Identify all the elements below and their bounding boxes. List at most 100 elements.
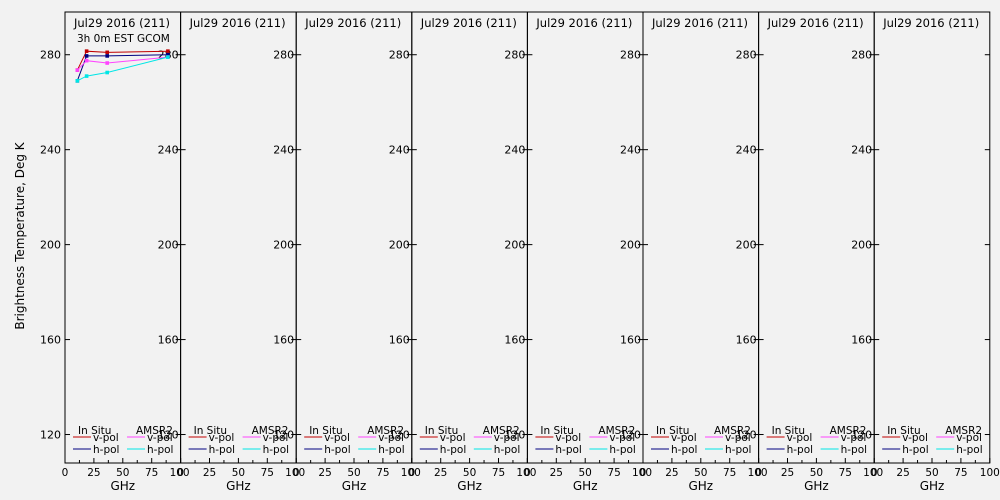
y-tick-label: 280	[504, 49, 525, 62]
data-point	[105, 61, 109, 65]
legend-label: h-pol	[956, 444, 982, 456]
x-tick-label: 100	[863, 467, 883, 479]
legend-label: h-pol	[378, 444, 404, 456]
chart-panels: Jul29 2016 (211) 3h 0m EST GCOM 120 120 160 1…	[40, 11, 1000, 493]
y-tick-label: 280	[273, 49, 294, 62]
y-tick-label: 280	[851, 49, 872, 62]
series-line	[76, 54, 168, 81]
x-tick-label: 50	[232, 467, 245, 479]
x-tick-label: 75	[145, 467, 158, 479]
y-tick-label: 280	[40, 49, 61, 62]
y-tick-label: 240	[40, 144, 61, 157]
x-axis-title: GHz	[573, 479, 598, 493]
y-tick-label: 200	[504, 239, 525, 252]
x-axis-title: GHz	[342, 479, 367, 493]
y-tick-label: 160	[736, 334, 757, 347]
x-axis-title: GHz	[226, 479, 251, 493]
panel-date-label: Jul29 2016 (211)	[420, 16, 517, 30]
legend-label: v-pol	[787, 432, 813, 444]
data-point	[75, 79, 80, 83]
x-tick-label: 100	[285, 467, 305, 479]
x-tick-label: 100	[401, 467, 421, 479]
legend-label: v-pol	[494, 432, 520, 444]
panel-date-label: Jul29 2016 (211)	[304, 16, 401, 30]
panel-6: Jul29 2016 (211) 120 160 200 240 280 0 25 50 75 10…	[640, 11, 768, 493]
y-tick-label: 160	[40, 334, 61, 347]
y-tick-label: 280	[389, 49, 410, 62]
legend-label: h-pol	[555, 444, 581, 456]
panel-frame	[873, 11, 991, 464]
panel-2: Jul29 2016 (211) 120 160 200 240 280 0 25 50 75 10…	[177, 11, 305, 493]
x-tick-label: 0	[640, 467, 647, 479]
y-tick-label: 200	[389, 239, 410, 252]
legend-label: v-pol	[609, 432, 635, 444]
panel-date-label: Jul29 2016 (211)	[651, 16, 748, 30]
legend-header-insitu: In Situ	[78, 425, 111, 437]
x-tick-label: 50	[347, 467, 360, 479]
x-tick-label: 0	[524, 467, 531, 479]
y-tick-label: 240	[504, 144, 525, 157]
legend-header-amsr2: AMSR2	[483, 425, 520, 437]
panel-frame	[526, 11, 644, 464]
x-tick-label: 75	[492, 467, 505, 479]
x-tick-label: 0	[62, 467, 69, 479]
y-tick-label: 240	[158, 144, 179, 157]
y-tick-label: 120	[273, 429, 294, 442]
x-tick-label: 25	[318, 467, 331, 479]
series-line	[76, 56, 168, 71]
x-tick-label: 75	[954, 467, 967, 479]
x-tick-label: 75	[607, 467, 620, 479]
y-tick-label: 200	[736, 239, 757, 252]
x-tick-label: 25	[781, 467, 794, 479]
y-tick-label: 160	[273, 334, 294, 347]
series-line	[77, 56, 169, 82]
y-tick-label: 160	[158, 334, 179, 347]
legend-header-amsr2: AMSR2	[945, 425, 982, 437]
panel-time-label: 3h 0m EST GCOM	[77, 33, 170, 45]
x-tick-label: 0	[755, 467, 762, 479]
panel-3: Jul29 2016 (211) 120 160 200 240 280 0 25 50 75 10…	[293, 11, 421, 493]
panel-date-label: Jul29 2016 (211)	[535, 16, 632, 30]
legend-header-insitu: In Situ	[887, 425, 920, 437]
x-tick-label: 100	[748, 467, 768, 479]
y-tick-label: 120	[389, 429, 410, 442]
x-axis-title: GHz	[688, 479, 713, 493]
legend-header-amsr2: AMSR2	[367, 425, 404, 437]
x-tick-label: 50	[925, 467, 938, 479]
x-tick-label: 75	[376, 467, 389, 479]
legend-label: v-pol	[956, 432, 982, 444]
legend-header-insitu: In Situ	[194, 425, 227, 437]
x-axis-title: GHz	[457, 479, 482, 493]
y-tick-label: 120	[620, 429, 641, 442]
legend-label: h-pol	[841, 444, 867, 456]
x-tick-label: 25	[87, 467, 100, 479]
legend-label: v-pol	[725, 432, 751, 444]
data-point	[105, 54, 109, 58]
panel-7: Jul29 2016 (211) 120 160 200 240 280 0 25 50 75 10…	[755, 11, 883, 493]
legend-label: v-pol	[841, 432, 867, 444]
panel-frame	[758, 11, 875, 464]
legend-header-insitu: In Situ	[540, 425, 573, 437]
data-point	[75, 68, 80, 72]
data-point	[84, 74, 89, 78]
legend-label: h-pol	[440, 444, 466, 456]
data-point	[166, 55, 170, 59]
x-tick-label: 25	[434, 467, 447, 479]
panel-date-label: Jul29 2016 (211)	[767, 16, 864, 30]
x-tick-label: 75	[261, 467, 274, 479]
legend-label: v-pol	[378, 432, 404, 444]
y-axis-title: Brightness Temperature, Deg K	[13, 141, 27, 329]
legend-label: v-pol	[555, 432, 581, 444]
panel-4: Jul29 2016 (211) 120 160 200 240 280 0 25 50 75 10…	[408, 11, 536, 493]
legend-label: v-pol	[147, 432, 173, 444]
legend-label: h-pol	[263, 444, 289, 456]
x-tick-label: 75	[723, 467, 736, 479]
legend-label: v-pol	[263, 432, 289, 444]
legend-header-insitu: In Situ	[656, 425, 689, 437]
